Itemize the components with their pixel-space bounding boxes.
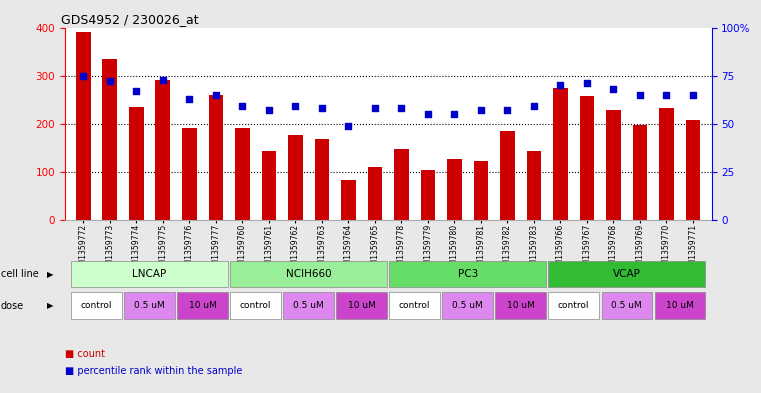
Text: dose: dose <box>1 301 24 310</box>
Point <box>103 78 116 84</box>
Point <box>236 103 248 110</box>
Point <box>210 92 222 98</box>
Point <box>289 103 301 110</box>
Text: 10 uM: 10 uM <box>507 301 534 310</box>
Point <box>369 105 381 112</box>
FancyBboxPatch shape <box>442 292 493 319</box>
FancyBboxPatch shape <box>124 292 175 319</box>
FancyBboxPatch shape <box>549 261 705 287</box>
FancyBboxPatch shape <box>283 292 334 319</box>
FancyBboxPatch shape <box>495 292 546 319</box>
Point <box>263 107 275 114</box>
FancyBboxPatch shape <box>601 292 652 319</box>
Point <box>342 123 355 129</box>
Bar <box>500 131 514 220</box>
FancyBboxPatch shape <box>654 292 705 319</box>
FancyBboxPatch shape <box>177 292 228 319</box>
Text: 10 uM: 10 uM <box>189 301 216 310</box>
Bar <box>632 125 648 220</box>
Point <box>607 86 619 92</box>
FancyBboxPatch shape <box>549 292 599 319</box>
Text: ■ percentile rank within the sample: ■ percentile rank within the sample <box>65 366 242 376</box>
Bar <box>155 81 170 220</box>
Point <box>501 107 514 114</box>
Text: 0.5 uM: 0.5 uM <box>293 301 324 310</box>
Point <box>687 92 699 98</box>
Bar <box>76 32 91 220</box>
Point <box>183 95 196 102</box>
Point <box>77 72 89 79</box>
Text: ▶: ▶ <box>47 301 54 310</box>
FancyBboxPatch shape <box>336 292 387 319</box>
Point <box>422 111 434 117</box>
Bar <box>341 180 355 220</box>
Text: control: control <box>399 301 431 310</box>
Text: 10 uM: 10 uM <box>348 301 375 310</box>
Bar <box>129 107 144 220</box>
Bar <box>421 169 435 220</box>
Bar <box>103 59 117 220</box>
Bar <box>394 149 409 220</box>
FancyBboxPatch shape <box>72 261 228 287</box>
Bar <box>288 135 303 220</box>
Bar <box>527 151 541 220</box>
FancyBboxPatch shape <box>72 292 122 319</box>
Point <box>316 105 328 112</box>
Text: LNCAP: LNCAP <box>132 269 167 279</box>
Bar <box>659 108 673 220</box>
Text: 0.5 uM: 0.5 uM <box>452 301 483 310</box>
Text: NCIH660: NCIH660 <box>286 269 331 279</box>
Text: 10 uM: 10 uM <box>666 301 694 310</box>
Point <box>528 103 540 110</box>
FancyBboxPatch shape <box>390 292 440 319</box>
Text: ▶: ▶ <box>47 270 54 279</box>
Text: VCAP: VCAP <box>613 269 641 279</box>
Point <box>130 88 142 94</box>
Point <box>634 92 646 98</box>
Text: ■ count: ■ count <box>65 349 105 359</box>
Text: 0.5 uM: 0.5 uM <box>134 301 165 310</box>
Bar <box>580 96 594 220</box>
Text: control: control <box>240 301 272 310</box>
Text: control: control <box>81 301 112 310</box>
Bar <box>553 88 568 220</box>
Bar <box>182 128 196 220</box>
Point <box>661 92 673 98</box>
Text: cell line: cell line <box>1 269 39 279</box>
Bar <box>607 110 621 220</box>
Bar <box>447 159 462 220</box>
FancyBboxPatch shape <box>231 292 281 319</box>
Point <box>157 76 169 83</box>
Bar <box>235 128 250 220</box>
Bar <box>368 167 382 220</box>
Point <box>448 111 460 117</box>
Bar <box>473 162 489 220</box>
Bar <box>686 120 700 220</box>
Text: GDS4952 / 230026_at: GDS4952 / 230026_at <box>62 13 199 26</box>
FancyBboxPatch shape <box>231 261 387 287</box>
Point <box>475 107 487 114</box>
Text: 0.5 uM: 0.5 uM <box>611 301 642 310</box>
Bar <box>314 139 329 220</box>
Text: PC3: PC3 <box>457 269 478 279</box>
Point <box>554 82 566 88</box>
Bar <box>209 95 223 220</box>
Point <box>581 80 593 86</box>
FancyBboxPatch shape <box>390 261 546 287</box>
Point <box>395 105 407 112</box>
Text: control: control <box>558 301 590 310</box>
Bar <box>262 151 276 220</box>
